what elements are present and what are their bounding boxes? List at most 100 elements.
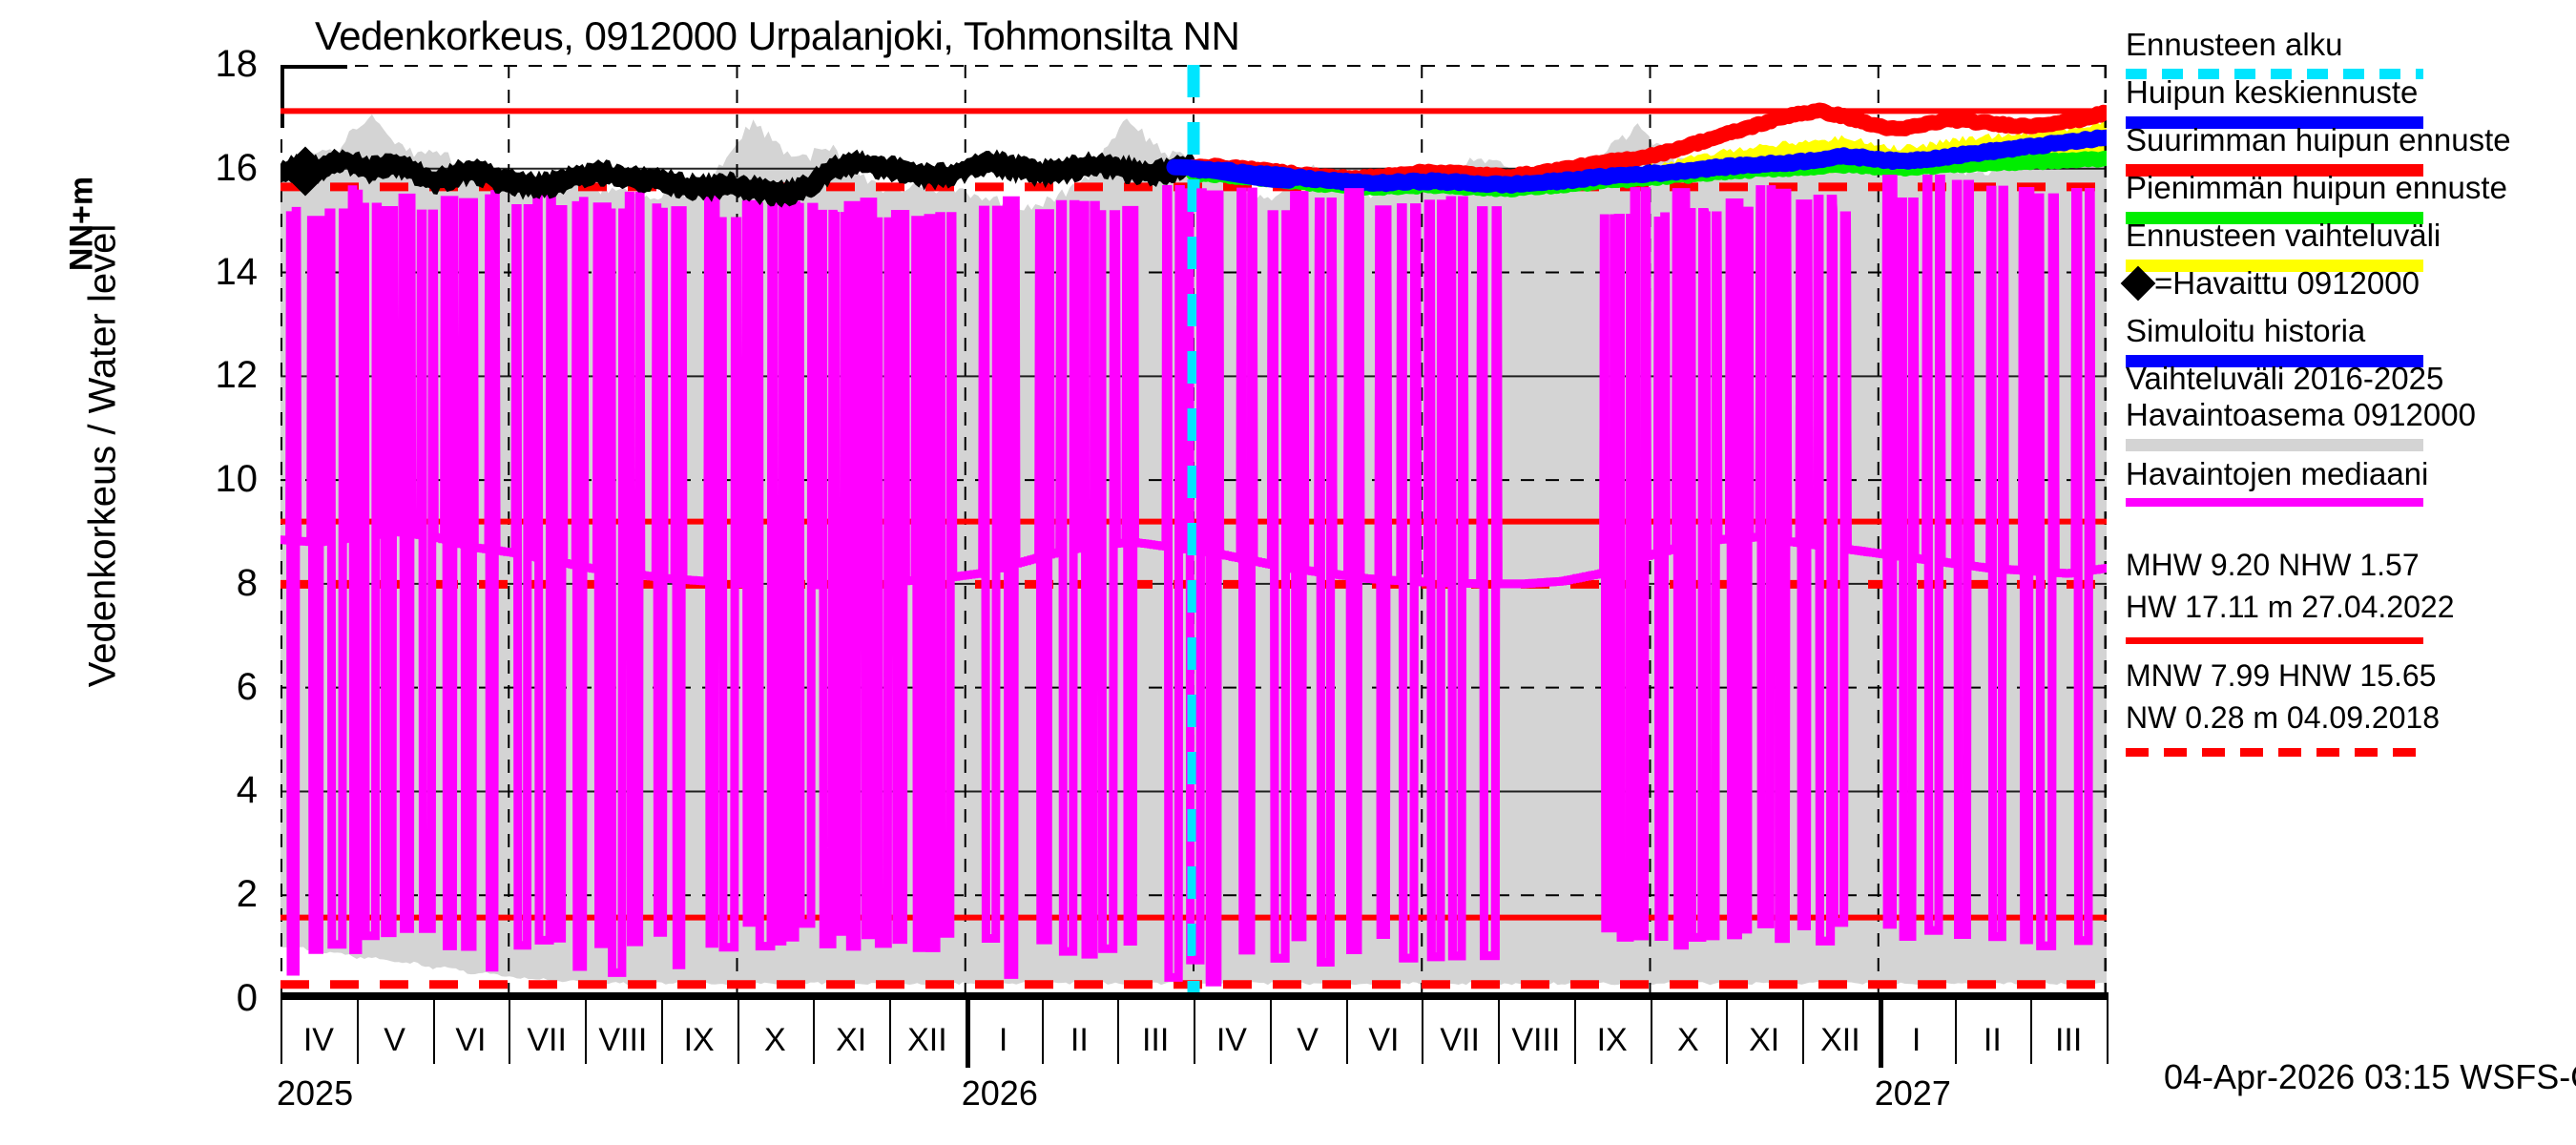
legend-label-forecast-range: Ennusteen vaihteluväli [2126,218,2441,253]
x-axis-tick [1117,999,1120,1064]
legend-item-simulated-history: Simuloitu historia [2126,313,2574,348]
x-axis-tick [1422,999,1424,1064]
x-axis-tick [1954,999,1957,1064]
x-axis-tick [889,999,891,1064]
x-axis-month-label: VIII [598,1022,648,1058]
x-axis: IV V VI VII VIII IX X XI XII I II III IV V VI VII VIII IX… [277,999,2109,1142]
x-axis-tick [1650,999,1652,1064]
x-axis-year-label: 2026 [961,1073,1038,1113]
x-axis-tick [2107,999,2109,1064]
x-axis-year-label: 2025 [277,1073,354,1113]
chart-canvas [280,65,2107,999]
x-axis-tick [737,999,739,1064]
x-axis-month-label: IV [302,1022,334,1058]
x-axis-tick [432,999,435,1064]
x-axis-month-label: V [1297,1022,1319,1058]
y-tick-label: 14 [215,250,259,293]
axis-corner-bracket-topleft [280,65,347,128]
legend-stat-row1: MHW 9.20 NHW 1.57 [2126,548,2420,582]
y-axis-tick-labels: 0 2 4 6 8 10 12 14 16 18 [143,0,259,1145]
x-axis-month-label: XII [907,1022,947,1058]
legend-stat-row4: NW 0.28 m 04.09.2018 [2126,700,2441,735]
x-axis-month-label: IV [1215,1022,1247,1058]
legend-item-peak-min-forecast: Pienimmän huipun ennuste [2126,171,2574,205]
x-axis-tick [2030,999,2033,1064]
legend-swatch-simulated-history [2126,355,2423,367]
x-axis-month-label: X [1677,1022,1699,1058]
x-axis-tick [1194,999,1195,1064]
y-tick-label: 2 [236,873,258,916]
x-axis-month-label: III [1141,1022,1170,1058]
y-tick-label: 16 [215,146,259,189]
legend-swatch-variation-range-line2 [2126,439,2423,451]
y-tick-label: 10 [215,458,259,501]
y-tick-label: 8 [236,561,258,604]
x-axis-year-label: 2027 [1874,1073,1951,1113]
x-axis-tick [1878,999,1883,1068]
observed-diamond-marker [280,146,330,197]
footer-timestamp: 04-Apr-2026 03:15 WSFS-O [2164,1057,2576,1096]
x-axis-tick [1345,999,1348,1064]
legend-item-peak-max-forecast: Suurimman huipun ennuste [2126,122,2574,157]
x-axis-tick [1498,999,1500,1064]
legend-item-observations-median: Havaintojen mediaani [2126,457,2574,491]
x-axis-month-label: VI [455,1022,487,1058]
legend-label-observed: =Havaittu 0912000 [2120,265,2574,302]
y-tick-label: 4 [236,769,258,812]
x-axis-tick [1802,999,1804,1064]
x-axis-month-label: VII [1440,1022,1480,1058]
peak-mean-forecast-line [1185,129,2107,194]
legend-label-peak-mean-forecast: Huipun keskiennuste [2126,74,2419,110]
legend-item-peak-mean-forecast: Huipun keskiennuste [2126,74,2574,110]
page-title: Vedenkorkeus, 0912000 Urpalanjoki, Tohmo… [315,13,1240,58]
legend-stat-row2: HW 17.11 m 27.04.2022 [2126,590,2455,624]
legend-label-simulated-history: Simuloitu historia [2126,313,2366,348]
x-axis-tick [280,999,282,1064]
legend-item-forecast-start: Ennusteen alku [2126,27,2574,62]
x-axis-month-label: I [1911,1022,1922,1058]
x-axis-month-label: VI [1368,1022,1400,1058]
observations-median-line-forecast [1194,175,2107,987]
plot-area [280,65,2107,999]
legend-item-variation-range-line1: Vaihteluväli 2016-2025 [2126,361,2574,396]
x-axis-tick [585,999,587,1064]
simulated-history-line [1166,158,1298,189]
x-axis-month-label: V [384,1022,405,1058]
legend-swatch-peak-max-forecast [2126,164,2423,177]
chart-legend: Ennusteen alku Huipun keskiennuste Suurimm… [2120,19,2574,1030]
legend-label-forecast-start: Ennusteen alku [2126,27,2343,62]
x-axis-tick [660,999,663,1064]
legend-stat-row3: MNW 7.99 HNW 15.65 [2126,658,2437,693]
x-axis-tick [356,999,359,1064]
legend-label-observed: =Havaittu 0912000 [2154,265,2420,301]
x-axis-month-label: IX [683,1022,715,1058]
x-axis-tick [1573,999,1576,1064]
legend-swatch-forecast-range [2126,260,2423,272]
x-axis-month-label: III [2054,1022,2083,1058]
x-axis-tick [965,999,970,1068]
x-axis-month-label: II [1983,1022,2002,1058]
x-axis-month-label: XI [1749,1022,1780,1058]
legend-swatch-observations-median [2126,498,2423,507]
legend-swatch-peak-mean-forecast [2126,116,2423,129]
y-tick-label: 6 [236,665,258,708]
legend-label-variation-range-line1: Vaihteluväli 2016-2025 [2126,361,2444,396]
x-axis-month-label: II [1070,1022,1089,1058]
x-axis-tick [1269,999,1272,1064]
x-axis-tick [813,999,816,1064]
legend-stat-rule-row2 [2126,637,2423,644]
x-axis-month-label: IX [1596,1022,1628,1058]
x-axis-month-label: XI [836,1022,867,1058]
y-tick-label: 18 [215,43,259,85]
x-axis-month-label: X [764,1022,786,1058]
legend-item-forecast-range: Ennusteen vaihteluväli [2126,219,2574,253]
x-axis-month-label: VII [527,1022,567,1058]
legend-stat-rule-row4 [2126,748,2423,757]
legend-label-peak-max-forecast: Suurimman huipun ennuste [2126,122,2511,157]
x-axis-tick [509,999,511,1064]
x-axis-baseline [280,992,2109,1000]
legend-item-observed: =Havaittu 0912000 [2120,265,2574,302]
legend-item-variation-range-line2: Havaintoasema 0912000 [2126,398,2574,432]
x-axis-tick [1726,999,1729,1064]
